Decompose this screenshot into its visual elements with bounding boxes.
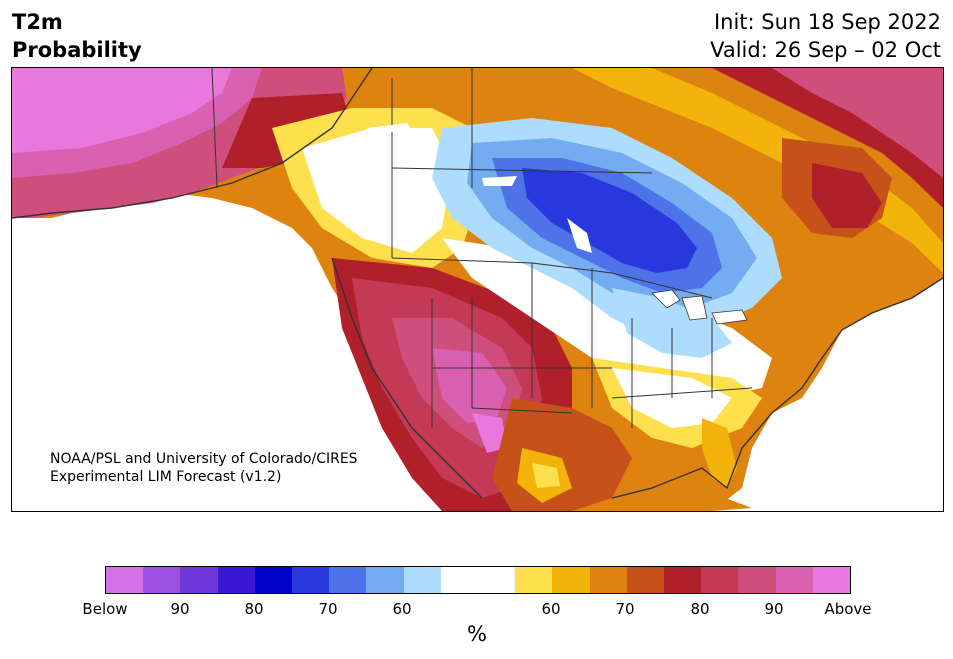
valid-range: Valid: 26 Sep – 02 Oct (710, 38, 941, 62)
colorbar-swatch (701, 567, 739, 593)
forecast-map: NOAA/PSL and University of Colorado/CIRE… (11, 67, 944, 512)
title-block: T2m Probability (12, 8, 142, 64)
colorbar-swatch (329, 567, 367, 593)
colorbar-tick-label: 60 (541, 600, 561, 618)
init-date: Init: Sun 18 Sep 2022 (713, 10, 941, 34)
credit-line-2: Experimental LIM Forecast (v1.2) (50, 469, 282, 485)
colorbar-swatch (292, 567, 330, 593)
colorbar-tick-label: 80 (690, 600, 710, 618)
colorbar-swatch (589, 567, 627, 593)
colorbar-swatch (775, 567, 813, 593)
colorbar-tick-label: 70 (318, 600, 338, 618)
colorbar-tick-label: 60 (392, 600, 412, 618)
colorbar-swatch (552, 567, 590, 593)
map-title-type: Probability (12, 38, 142, 62)
colorbar-swatch (217, 567, 255, 593)
colorbar-swatch (180, 567, 218, 593)
colorbar-swatch (440, 567, 479, 593)
colorbar-swatch (106, 567, 144, 593)
colorbar-swatch (812, 567, 851, 593)
colorbar-tick-label: 80 (244, 600, 264, 618)
colorbar-swatch (254, 567, 293, 593)
colorbar-swatch (143, 567, 181, 593)
colorbar-swatch (738, 567, 776, 593)
colorbar-tick-label: Below (82, 600, 128, 618)
colorbar-tick-label: Above (824, 600, 872, 618)
map-canvas (12, 68, 943, 511)
colorbar (105, 566, 851, 594)
colorbar-swatch (403, 567, 441, 593)
date-block: Init: Sun 18 Sep 2022 Valid: 26 Sep – 02… (710, 8, 941, 64)
colorbar-tick-label: 90 (764, 600, 784, 618)
colorbar-swatch (478, 567, 516, 593)
credit-line-1: NOAA/PSL and University of Colorado/CIRE… (50, 451, 358, 467)
map-title-variable: T2m (12, 10, 63, 34)
colorbar-tick-label: 70 (615, 600, 635, 618)
colorbar-swatch (515, 567, 553, 593)
colorbar-swatch (366, 567, 404, 593)
colorbar-swatch (664, 567, 702, 593)
credit-text: NOAA/PSL and University of Colorado/CIRE… (50, 450, 358, 486)
colorbar-tick-label: 90 (170, 600, 190, 618)
colorbar-swatch (626, 567, 665, 593)
colorbar-units: % (467, 622, 487, 646)
